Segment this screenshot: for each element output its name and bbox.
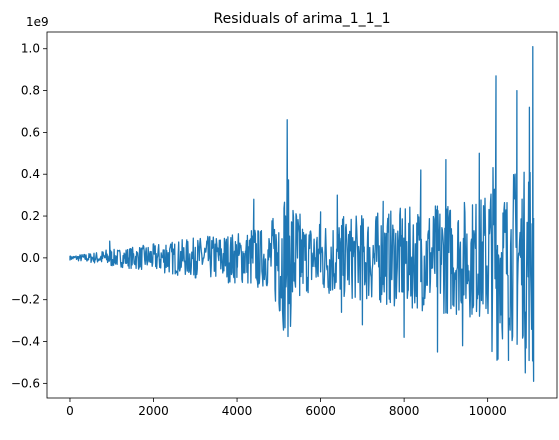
axes-frame: [46, 31, 558, 399]
x-tick-label: 0: [66, 404, 74, 418]
y-tick-label: −0.2: [11, 293, 40, 307]
y-tick-label: 0.0: [21, 251, 40, 265]
x-axis: 0 2000 4000 6000 8000 10000: [66, 398, 507, 418]
y-tick-label: 0.2: [21, 209, 40, 223]
plot-area: [69, 45, 535, 382]
y-tick-label: 0.4: [21, 167, 40, 181]
y-tick-label: −0.6: [11, 376, 40, 390]
y-tick-label: 1.0: [21, 42, 40, 56]
x-tick-label: 4000: [222, 404, 253, 418]
residuals-series-line: [69, 45, 535, 382]
x-tick-label: 2000: [138, 404, 169, 418]
x-tick-label: 6000: [305, 404, 336, 418]
y-offset-label: 1e9: [26, 15, 49, 29]
y-axis: −0.6 −0.4 −0.2 0.0 0.2 0.4 0.6 0.8 1.0: [11, 42, 47, 390]
chart-title: Residuals of arima_1_1_1: [214, 11, 391, 27]
y-tick-label: −0.4: [11, 335, 40, 349]
x-tick-label: 10000: [469, 404, 507, 418]
x-tick-label: 8000: [389, 404, 420, 418]
y-tick-label: 0.6: [21, 125, 40, 139]
y-tick-label: 0.8: [21, 84, 40, 98]
series-layer: [69, 45, 535, 382]
